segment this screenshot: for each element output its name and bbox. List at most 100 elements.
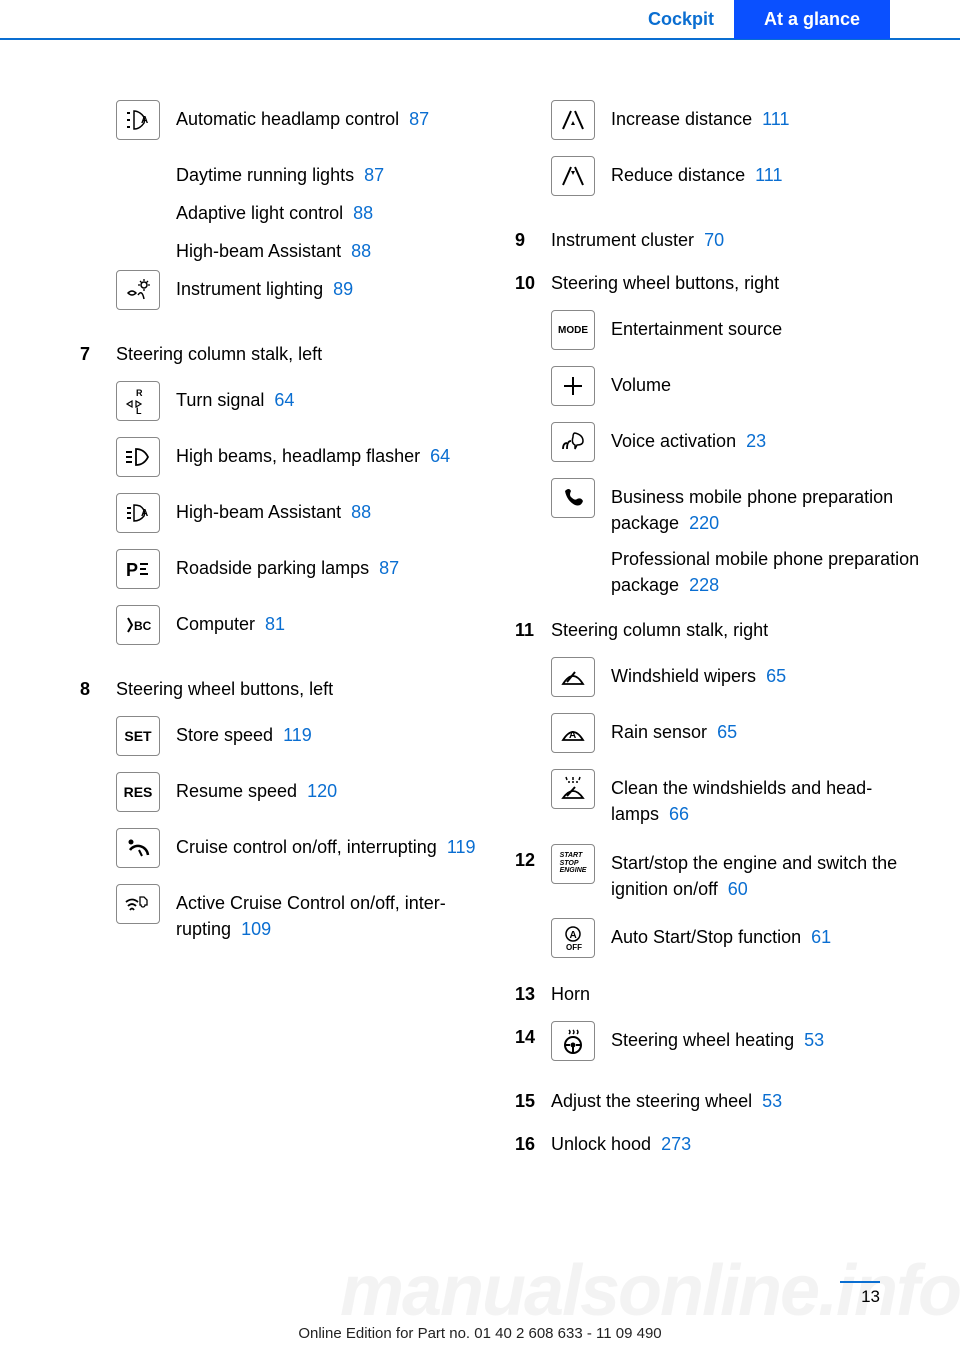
page-link[interactable]: 228 (689, 575, 719, 595)
page-link[interactable]: 120 (307, 781, 337, 801)
page-link[interactable]: 87 (379, 558, 399, 578)
svg-text:A: A (141, 508, 148, 519)
high-beam-icon (116, 437, 160, 477)
item-label: Windshield wipers (611, 666, 756, 686)
auto-headlamp-icon: A (116, 100, 160, 140)
list-item: AOFF Auto Start/Stop function 61 (515, 918, 920, 958)
item-label: Professional mobile phone prepa­ration p… (611, 549, 919, 595)
page-link[interactable]: 65 (717, 722, 737, 742)
page-link[interactable]: 111 (762, 109, 789, 129)
steering-heat-icon (551, 1021, 595, 1061)
page-link[interactable]: 70 (704, 230, 724, 250)
section-number: 11 (515, 614, 551, 641)
list-item: Active Cruise Control on/off, inter­rupt… (80, 884, 485, 942)
list-item: High beams, head­lamp flasher 64 (80, 437, 485, 477)
section-number: 13 (515, 978, 551, 1005)
item-label: Rain sensor (611, 722, 707, 742)
page-link[interactable]: 89 (333, 279, 353, 299)
item-label: Start/stop the engine and switch the ign… (611, 853, 897, 899)
page-link[interactable]: 88 (351, 241, 371, 261)
list-item: Daytime running lights 87 (80, 156, 485, 188)
page-link[interactable]: 23 (746, 431, 766, 451)
list-item: P Roadside parking lamps 87 (80, 549, 485, 589)
item-label: Cruise control on/off, interrupt­ing (176, 837, 437, 857)
item-label: Active Cruise Control on/off, inter­rupt… (176, 893, 446, 939)
page-link[interactable]: 87 (364, 165, 384, 185)
item-label: Computer (176, 614, 255, 634)
page-number: 13 (840, 1281, 880, 1307)
item-label: Increase distance (611, 109, 752, 129)
item-label: Voice activation (611, 431, 736, 451)
item-label: Instrument lighting (176, 279, 323, 299)
list-item: RES Resume speed 120 (80, 772, 485, 812)
volume-icon (551, 366, 595, 406)
item-label: Auto Start/Stop function (611, 927, 801, 947)
item-label: Reduce distance (611, 165, 745, 185)
page-link[interactable]: 111 (755, 165, 782, 185)
parking-lamp-icon: P (116, 549, 160, 589)
page-link[interactable]: 119 (283, 725, 312, 745)
section-title: Steering column stalk, left (116, 338, 322, 365)
page-link[interactable]: 88 (353, 203, 373, 223)
page-link[interactable]: 87 (409, 109, 429, 129)
section-header: 13 Horn (515, 978, 920, 1015)
page-link[interactable]: 66 (669, 804, 689, 824)
section-title: Unlock hood (551, 1134, 651, 1154)
content: A Automatic headlamp con­trol 87 Daytime… (0, 40, 960, 1191)
page-link[interactable]: 60 (728, 879, 748, 899)
header: Cockpit At a glance (0, 0, 960, 40)
page-link[interactable]: 64 (274, 390, 294, 410)
svg-text:A: A (570, 930, 577, 941)
item-label: Turn signal (176, 390, 264, 410)
section-title: Steering column stalk, right (551, 614, 768, 641)
svg-text:R: R (136, 388, 143, 398)
page-link[interactable]: 109 (241, 919, 271, 939)
auto-stop-icon: AOFF (551, 918, 595, 958)
left-column: A Automatic headlamp con­trol 87 Daytime… (80, 100, 485, 1171)
section-number: 15 (515, 1085, 551, 1112)
list-item: SET Store speed 119 (80, 716, 485, 756)
page-link[interactable]: 65 (766, 666, 786, 686)
page-link[interactable]: 61 (811, 927, 831, 947)
item-label: High beams, head­lamp flasher (176, 446, 420, 466)
section-number: 12 (515, 844, 551, 871)
cruise-icon (116, 828, 160, 868)
page-link[interactable]: 88 (351, 502, 371, 522)
list-item: Increase distance 111 (515, 100, 920, 140)
header-glance: At a glance (734, 0, 890, 39)
mode-icon: MODE (551, 310, 595, 350)
list-item: Clean the windshields and head­lamps 66 (515, 769, 920, 827)
item-label: Business mobile phone prepara­tion packa… (611, 487, 893, 533)
page-link[interactable]: 273 (661, 1134, 691, 1154)
turn-signal-icon: RL (116, 381, 160, 421)
section-header: 10 Steering wheel buttons, right (515, 267, 920, 304)
section-number: 16 (515, 1128, 551, 1155)
list-item: A High-beam Assistant 88 (80, 493, 485, 533)
section-title: Steering wheel buttons, left (116, 673, 333, 700)
page-link[interactable]: 119 (447, 837, 476, 857)
svg-text:A: A (141, 115, 148, 126)
page-link[interactable]: 81 (265, 614, 285, 634)
item-label: Store speed (176, 725, 273, 745)
reduce-distance-icon (551, 156, 595, 196)
page-link[interactable]: 220 (689, 513, 719, 533)
list-item: MODE Entertainment source (515, 310, 920, 350)
item-label: Volume (611, 375, 671, 395)
list-item: Cruise control on/off, interrupt­ing 119 (80, 828, 485, 868)
section-number: 8 (80, 673, 116, 700)
item-label: Resume speed (176, 781, 297, 801)
voice-icon (551, 422, 595, 462)
footer-text: Online Edition for Part no. 01 40 2 608 … (0, 1325, 960, 1342)
page-link[interactable]: 64 (430, 446, 450, 466)
page-link[interactable]: 53 (804, 1030, 824, 1050)
phone-icon (551, 478, 595, 518)
list-item: A Automatic headlamp con­trol 87 (80, 100, 485, 140)
wash-icon (551, 769, 595, 809)
instrument-lighting-icon (116, 270, 160, 310)
page-link[interactable]: 53 (762, 1091, 782, 1111)
section-title: Adjust the steering wheel (551, 1091, 752, 1111)
header-cockpit: Cockpit (628, 9, 734, 30)
svg-text:L: L (136, 406, 142, 416)
start-stop-icon: STARTSTOPENGINE (551, 844, 595, 884)
item-label: Clean the windshields and head­lamps (611, 778, 872, 824)
